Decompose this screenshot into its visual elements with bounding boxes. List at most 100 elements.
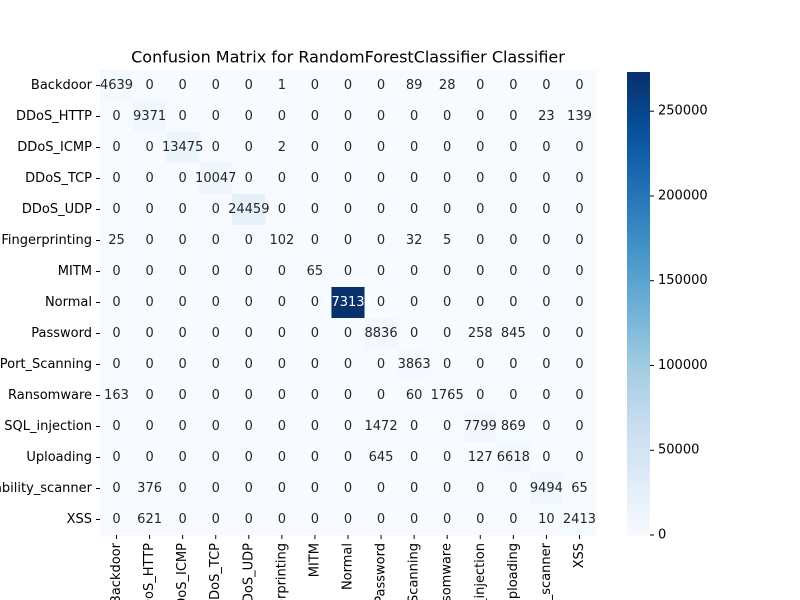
colorbar-tick-label: 100000 [658, 358, 708, 373]
cell-label: 0 [311, 295, 319, 310]
heatmap-cell [529, 504, 564, 536]
heatmap-cell [133, 504, 167, 536]
colorbar-segment [627, 523, 650, 528]
colorbar-segment [627, 477, 650, 482]
heatmap-cell [100, 256, 134, 288]
cell-label: 0 [476, 78, 484, 93]
colorbar-segment [627, 199, 650, 204]
cell-label: 0 [542, 78, 550, 93]
heatmap-cell [298, 225, 332, 257]
cell-label: 0 [245, 326, 253, 341]
heatmap-cell [133, 225, 167, 257]
heatmap-cell [364, 256, 399, 288]
cell-label: 0 [410, 109, 418, 124]
heatmap-cell [397, 70, 432, 102]
cell-label: 5 [443, 233, 451, 248]
cell-label: 0 [245, 264, 253, 279]
cell-label: 0 [145, 171, 153, 186]
y-tick-label: DDoS_HTTP [16, 109, 92, 124]
cell-label: 0 [575, 140, 583, 155]
cell-label: 0 [443, 202, 451, 217]
heatmap-cell [298, 194, 332, 226]
cell-label: 0 [476, 109, 484, 124]
colorbar-segment [627, 338, 650, 343]
heatmap-cell [562, 411, 597, 443]
heatmap-cell [562, 163, 597, 195]
cell-label: 0 [410, 419, 418, 434]
heatmap-cell [298, 256, 332, 288]
colorbar-segment [627, 210, 650, 216]
heatmap-cell [199, 194, 233, 226]
cell-label: 0 [377, 78, 385, 93]
cell-label: 0 [311, 140, 319, 155]
heatmap-cell [496, 442, 531, 474]
cell-label: 0 [245, 419, 253, 434]
cell-label: 0 [145, 326, 153, 341]
cell-label: 0 [212, 481, 220, 496]
x-tick-label: DDoS_ICMP [175, 543, 190, 600]
heatmap-cell [133, 132, 167, 164]
colorbar-segment [627, 457, 650, 463]
heatmap-cell [397, 101, 432, 133]
colorbar-segment [627, 268, 650, 274]
heatmap-cell [199, 504, 233, 536]
cell-label: 13475 [162, 140, 203, 155]
cell-label: 0 [509, 171, 517, 186]
colorbar-segment [627, 87, 650, 92]
colorbar-segment [627, 480, 650, 486]
y-tick-label: MITM [58, 264, 92, 279]
cell-label: 0 [278, 109, 286, 124]
cell-label: 0 [212, 512, 220, 527]
cell-label: 0 [311, 171, 319, 186]
cell-label: 0 [112, 109, 120, 124]
cell-label: 0 [476, 512, 484, 527]
cell-label: 0 [212, 140, 220, 155]
heatmap-cell [463, 473, 498, 505]
heatmap-cell [298, 318, 332, 350]
heatmap-cell [463, 380, 498, 412]
cell-label: 0 [344, 326, 352, 341]
heatmap-cell [133, 380, 167, 412]
heatmap-cell [331, 504, 366, 536]
cell-label: 0 [542, 419, 550, 434]
heatmap-cell [430, 101, 465, 133]
colorbar-tick-label: 0 [658, 528, 666, 543]
heatmap-cell [430, 132, 465, 164]
colorbar-segment [627, 492, 650, 497]
cell-label: 0 [575, 202, 583, 217]
colorbar-segment [627, 527, 650, 532]
cell-label: 0 [212, 326, 220, 341]
colorbar-segment [627, 99, 650, 104]
cell-label: 0 [311, 512, 319, 527]
colorbar-segment [627, 106, 650, 112]
colorbar-segment [627, 168, 650, 173]
heatmap-cell [364, 318, 399, 350]
heatmap-cell [133, 411, 167, 443]
heatmap-cell [529, 132, 564, 164]
heatmap-cell [364, 411, 399, 443]
heatmap-cell [100, 349, 134, 381]
heatmap-cell [529, 256, 564, 288]
heatmap-cell [463, 70, 498, 102]
cell-label: 0 [179, 109, 187, 124]
cell-label: 0 [212, 295, 220, 310]
colorbar-segment [627, 203, 650, 208]
cell-label: 869 [501, 419, 526, 434]
colorbar-segment [627, 257, 650, 262]
cell-label: 0 [542, 171, 550, 186]
heatmap-cell [331, 411, 366, 443]
heatmap-cell [430, 473, 465, 505]
heatmap-cell [100, 163, 134, 195]
heatmap-cell [100, 194, 134, 226]
colorbar-segment [627, 280, 650, 285]
x-tick-label: MITM [307, 543, 322, 577]
heatmap-cell [364, 163, 399, 195]
colorbar-segment [627, 276, 650, 281]
colorbar-segment [627, 411, 650, 416]
heatmap-cell [232, 101, 266, 133]
heatmap-cell [562, 70, 597, 102]
cell-label: 0 [443, 450, 451, 465]
heatmap-cell [331, 256, 366, 288]
heatmap-cell [397, 411, 432, 443]
